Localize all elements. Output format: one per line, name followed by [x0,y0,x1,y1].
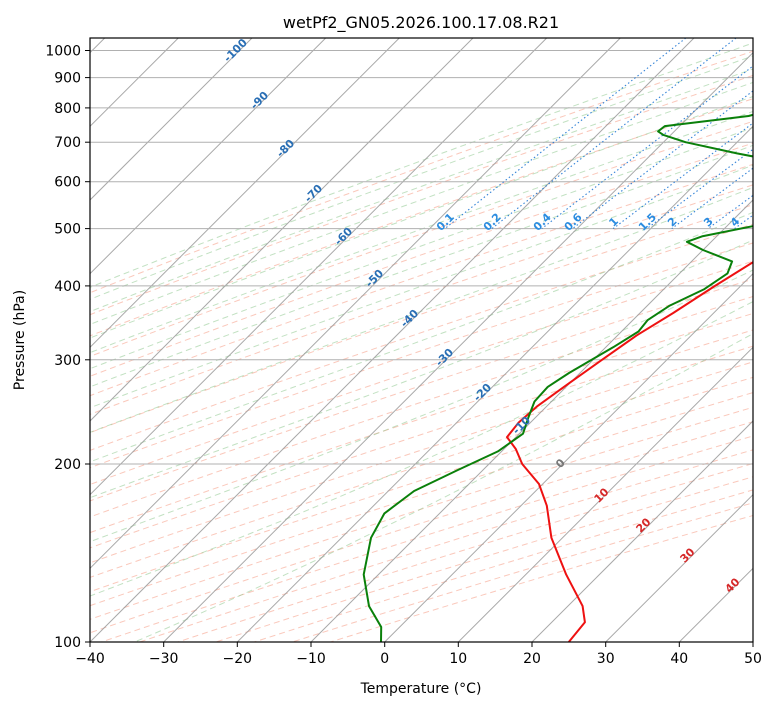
x-tick-label: −30 [149,651,179,667]
y-tick-label: 300 [54,353,81,369]
dry-adiabat-line [90,50,753,294]
mixing-ratio-line [671,167,753,230]
moist-adiabat-line [90,55,753,300]
dry-adiabat-line [90,74,753,316]
x-tick-label: 40 [670,651,688,667]
x-tick-label: 30 [597,651,615,667]
x-tick-label: 20 [523,651,541,667]
moist-adiabat-line [90,68,753,313]
isotherm-line [605,493,753,642]
isotherm-line [90,38,621,570]
isotherm-line [457,346,753,642]
temperature-profile-line [506,260,753,642]
moist-adiabat-line [90,164,753,409]
isotherm-line [531,420,753,642]
isotherm-line [310,199,753,642]
dry-adiabat-line [90,278,753,502]
dry-adiabat-line [90,242,753,469]
x-tick-label: 0 [380,651,389,667]
moist-adiabat-line [90,95,753,339]
y-tick-label: 200 [54,457,81,473]
isotherm-line [90,38,474,422]
dry-adiabat-line [90,223,753,451]
moist-adiabat-line [90,211,753,463]
dry-adiabat-line [90,98,753,337]
x-tick-label: 50 [744,651,762,667]
dewpoint-profile-line [362,113,753,642]
dry-adiabat-line [90,184,753,415]
x-tick-label: 10 [449,651,467,667]
y-axis-title: Pressure (hPa) [12,290,28,390]
y-tick-label: 600 [54,175,81,191]
isotherm-line [236,125,753,642]
isotherm-line [90,38,548,496]
y-tick-label: 800 [54,101,81,117]
chart-title: wetPf2_GN05.2026.100.17.08.R21 [283,13,559,33]
x-tick-label: −40 [75,651,105,667]
moist-adiabat-line [90,81,753,325]
plot-frame [89,37,754,643]
x-axis-title: Temperature (°C) [360,681,482,697]
x-tick-label: −20 [223,651,253,667]
y-tick-label: 900 [54,71,81,87]
y-axis: 100 200 300 400 500 600 700 800 900 1000 [45,44,90,651]
dry-adiabat-line [90,142,753,377]
dry-adiabat-line [90,163,753,397]
mixing-ratio-line [541,65,753,230]
dry-adiabat-line [90,376,753,593]
isotherm-line [90,38,400,349]
isotherm-line [90,38,327,275]
isotherm-line [90,38,253,201]
y-tick-label: 500 [54,222,81,238]
y-tick-label: 700 [54,135,81,151]
y-tick-label: 1000 [45,44,81,60]
y-tick-label: 400 [54,279,81,295]
isotherm-line [90,38,695,642]
moist-adiabat-line [134,333,753,642]
dry-adiabat-line [90,329,753,549]
moist-adiabat-line [90,144,753,388]
background-lines [90,38,753,642]
moist-adiabat-line [90,110,753,354]
isotherm-line [163,51,753,642]
moist-adiabat-line [90,127,753,370]
x-tick-label: −10 [296,651,326,667]
x-axis: −40 −30 −20 −10 0 10 20 30 40 50 [75,642,762,667]
mixing-ratio-line [572,90,753,230]
isotherm-line [384,272,753,642]
y-tick-label: 100 [54,635,81,651]
dry-adiabat-line [90,312,753,534]
moist-adiabat-line [90,186,753,433]
profile-lines [362,113,753,642]
